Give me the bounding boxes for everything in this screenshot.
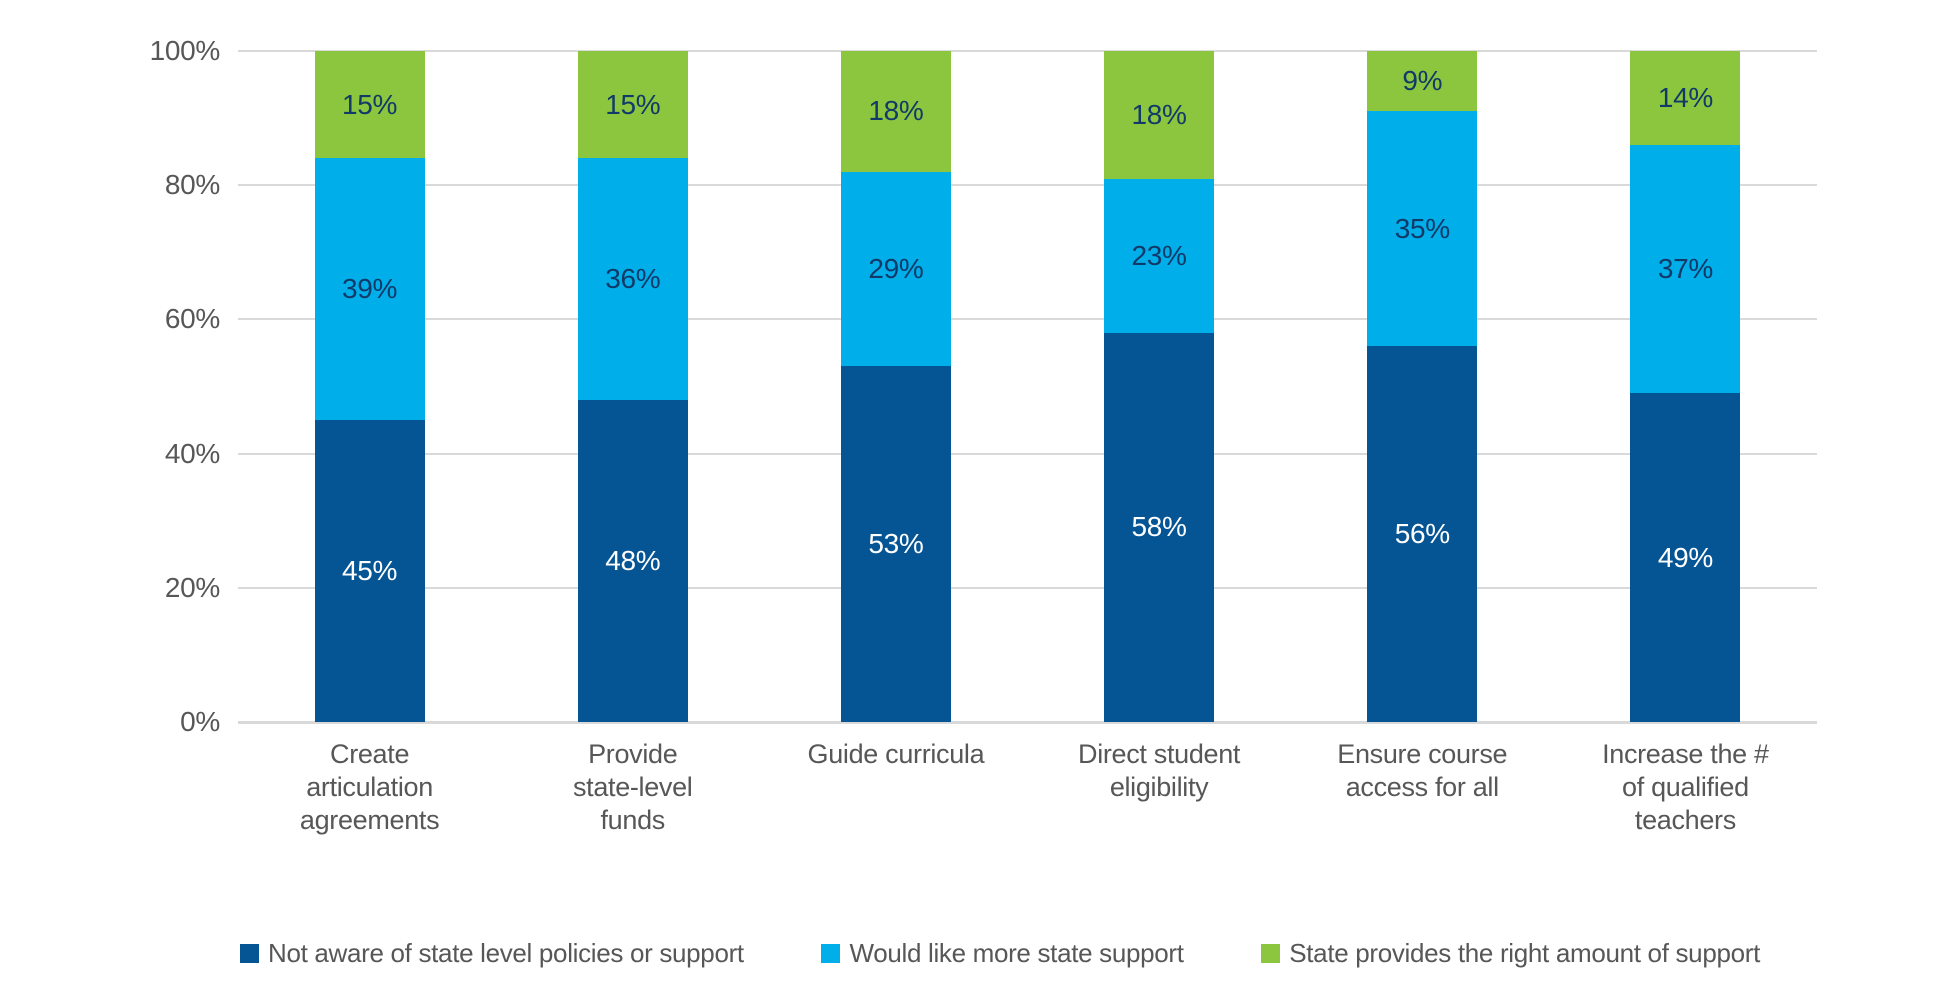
gridline-60pct bbox=[238, 318, 1817, 321]
bar-value-label: 36% bbox=[605, 263, 661, 295]
y-axis-tick-40: 40% bbox=[164, 437, 220, 469]
y-axis-tick-60: 60% bbox=[164, 303, 220, 335]
legend-swatch bbox=[240, 944, 259, 963]
x-axis-category-label-1: Create articulation agreements bbox=[299, 739, 440, 835]
bar-value-label: 9% bbox=[1402, 65, 1443, 97]
gridline-0pct bbox=[238, 721, 1817, 724]
gridline-80pct bbox=[238, 184, 1817, 187]
stacked-bar: 15% 36% 48% bbox=[577, 51, 688, 722]
x-axis-category-label-6: Increase the # of qualified teachers bbox=[1602, 739, 1769, 835]
bar-segment-series-1: 53% bbox=[840, 366, 951, 722]
bar-segment-series-1: 45% bbox=[314, 420, 425, 722]
legend-item-3: State provides the right amount of suppo… bbox=[1261, 938, 1760, 969]
stacked-bar: 14% 37% 49% bbox=[1630, 51, 1741, 722]
y-axis-tick-20: 20% bbox=[164, 571, 220, 603]
y-axis-tick-80: 80% bbox=[164, 169, 220, 201]
bar-value-label: 58% bbox=[1131, 511, 1187, 543]
bar-segment-series-3: 14% bbox=[1630, 51, 1741, 145]
bar-segment-series-2: 23% bbox=[1104, 178, 1215, 333]
bar-segment-series-2: 35% bbox=[1367, 111, 1478, 347]
bar-segment-series-3: 15% bbox=[577, 51, 688, 159]
bar-segment-series-2: 29% bbox=[840, 171, 951, 367]
legend-label: Would like more state support bbox=[849, 938, 1184, 968]
bar-segment-series-3: 18% bbox=[1104, 51, 1215, 179]
bar-value-label: 48% bbox=[605, 544, 661, 576]
bar-segment-series-1: 48% bbox=[577, 399, 688, 722]
gridline-100pct bbox=[238, 50, 1817, 52]
bar-segment-series-2: 37% bbox=[1630, 144, 1741, 394]
x-axis-category-label-3: Guide curricula bbox=[807, 739, 985, 769]
stacked-bar: 15% 39% 45% bbox=[314, 51, 425, 722]
bar-value-label: 37% bbox=[1657, 253, 1713, 285]
bar-segment-series-1: 56% bbox=[1367, 346, 1478, 722]
stacked-bar: 18% 29% 53% bbox=[840, 51, 951, 722]
x-axis-category-label-5: Ensure course access for all bbox=[1337, 739, 1508, 802]
stacked-bar: 18% 23% 58% bbox=[1104, 51, 1215, 722]
bar-value-label: 18% bbox=[868, 95, 924, 127]
plot-area: 15% 39% 45% 15% 36% 48% 18% 29% 53% 18% 23% 58% 9% 35… bbox=[238, 50, 1817, 724]
bar-column-4: 18% 23% 58% bbox=[1028, 51, 1291, 722]
bar-segment-series-3: 15% bbox=[314, 51, 425, 159]
legend-swatch bbox=[1261, 944, 1281, 963]
bar-segment-series-2: 36% bbox=[577, 158, 688, 400]
legend-item-1: Not aware of state level policies or sup… bbox=[240, 938, 744, 969]
bar-segment-series-1: 58% bbox=[1104, 332, 1215, 722]
y-axis-tick-0: 0% bbox=[180, 706, 220, 737]
bar-value-label: 39% bbox=[342, 273, 398, 305]
bar-value-label: 15% bbox=[605, 88, 661, 120]
bar-segment-series-2: 39% bbox=[314, 158, 425, 421]
bar-value-label: 49% bbox=[1657, 541, 1713, 573]
bar-segment-series-1: 49% bbox=[1630, 393, 1741, 722]
legend-item-2: Would like more state support bbox=[821, 938, 1184, 969]
chart-legend: Not aware of state level policies or sup… bbox=[240, 938, 1760, 969]
bar-value-label: 14% bbox=[1657, 81, 1713, 113]
bar-value-label: 35% bbox=[1394, 212, 1450, 244]
stacked-bar: 9% 35% 56% bbox=[1367, 51, 1478, 722]
legend-label: Not aware of state level policies or sup… bbox=[268, 938, 744, 968]
x-axis-category-label-2: Provide state-level funds bbox=[572, 739, 693, 835]
bar-value-label: 56% bbox=[1394, 518, 1450, 550]
bar-column-5: 9% 35% 56% bbox=[1291, 51, 1554, 722]
bar-column-1: 15% 39% 45% bbox=[238, 51, 501, 722]
legend-label: State provides the right amount of suppo… bbox=[1289, 938, 1760, 968]
bar-segment-series-3: 9% bbox=[1367, 51, 1478, 112]
x-axis-category-label-4: Direct student eligibility bbox=[1078, 739, 1241, 802]
bar-value-label: 18% bbox=[1131, 98, 1187, 130]
bar-column-3: 18% 29% 53% bbox=[764, 51, 1027, 722]
y-axis-tick-100: 100% bbox=[149, 35, 221, 66]
bar-value-label: 45% bbox=[342, 555, 398, 587]
bar-segment-series-3: 18% bbox=[840, 51, 951, 172]
gridline-20pct bbox=[238, 586, 1817, 589]
legend-swatch bbox=[821, 944, 841, 963]
bar-value-label: 15% bbox=[342, 88, 398, 120]
gridline-40pct bbox=[238, 452, 1817, 455]
bar-value-label: 23% bbox=[1131, 239, 1187, 271]
bar-column-2: 15% 36% 48% bbox=[501, 51, 764, 722]
bar-value-label: 29% bbox=[868, 253, 924, 285]
bar-column-6: 14% 37% 49% bbox=[1554, 51, 1817, 722]
bar-value-label: 53% bbox=[868, 528, 924, 560]
